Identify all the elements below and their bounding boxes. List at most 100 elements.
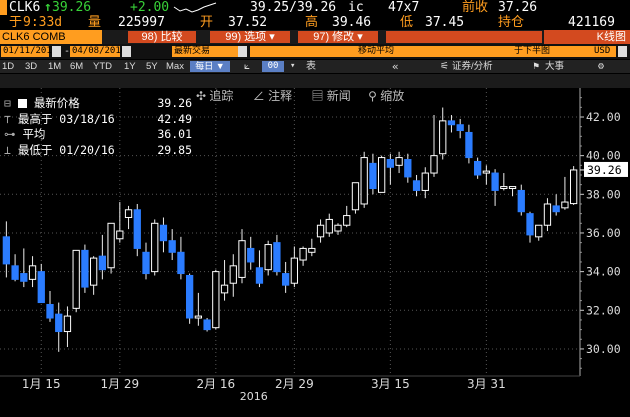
legend-label: 平均: [22, 127, 46, 142]
candle-body: [395, 157, 403, 166]
low-label: 低: [400, 15, 414, 30]
legend-row-last: ⊟ 最新价格 39.26: [4, 96, 194, 112]
candle-body: [151, 222, 159, 273]
dropdown-icon[interactable]: [238, 46, 247, 57]
chart-tool-bar: ✣ 追踪 ∠ 注释 ▤ 新闻 ⚲ 缩放: [196, 88, 404, 104]
dropdown-icon[interactable]: [618, 46, 627, 57]
x-tick-label: 2月 16: [196, 377, 235, 391]
candle-body: [325, 218, 333, 234]
moving-average-field[interactable]: 移动平均 于下半图: [250, 46, 594, 57]
chevron-down-icon: ▾: [269, 31, 275, 43]
range-button-max[interactable]: Max: [166, 61, 184, 72]
legend-value: 29.85: [157, 142, 192, 157]
blank-toolbar-slot: [386, 31, 542, 43]
analysis-button[interactable]: 证券/分析: [452, 61, 493, 72]
candle-body: [247, 247, 255, 263]
price-legend: ⊟ 最新价格 39.26 ⊤ 最高于 03/18/16 42.49 ⊶ 平均 3…: [4, 96, 194, 158]
bid-ask-suffix: ic: [348, 0, 364, 15]
collapse-icon[interactable]: «: [392, 60, 399, 73]
candle-body: [290, 257, 299, 284]
volume-label: 量: [88, 15, 102, 30]
events-button[interactable]: 大事: [545, 61, 565, 72]
open-label: 开: [200, 15, 214, 30]
candle-body: [316, 224, 325, 238]
range-button-6m[interactable]: 6M: [70, 61, 84, 72]
start-date-field[interactable]: 01/11/2016: [1, 46, 58, 57]
candle-body: [482, 170, 491, 174]
security-field[interactable]: CLK6 COMB Comdty: [0, 30, 102, 57]
range-button-5y[interactable]: 5Y: [146, 61, 158, 72]
candle-body: [203, 319, 211, 331]
chart-type-label[interactable]: K线图: [544, 30, 630, 44]
candle-body: [2, 236, 11, 265]
candle-body: [421, 172, 429, 191]
legend-value: 39.26: [157, 96, 192, 110]
options-button[interactable]: 99) 选项 ▾: [210, 31, 290, 43]
range-button-3d[interactable]: 3D: [25, 61, 38, 72]
legend-connector-icon: ⊤: [4, 111, 11, 126]
last-price-tag: [584, 161, 628, 177]
news-icon[interactable]: ▤: [311, 89, 327, 103]
line-tool-icon[interactable]: ⟀: [244, 61, 250, 72]
zoom-field[interactable]: 00: [262, 61, 284, 72]
open-price: 37.52: [228, 15, 268, 30]
candle-body: [343, 215, 351, 226]
candle-body: [168, 240, 176, 253]
zoom-button[interactable]: 缩放: [380, 89, 405, 103]
candle-body: [107, 222, 115, 269]
candle-body: [500, 186, 508, 190]
flag-icon[interactable]: ⚑: [533, 61, 540, 72]
legend-row-low: ⊥ 最低于 01/20/16 29.85: [4, 143, 194, 159]
candle-body: [386, 159, 395, 168]
ticker-symbol[interactable]: CLK6: [9, 0, 41, 15]
x-tick-label: 3月 15: [371, 377, 410, 391]
y-tick-label: 40.00: [586, 149, 621, 163]
range-button-1m[interactable]: 1M: [48, 61, 62, 72]
legend-value: 36.01: [157, 127, 192, 142]
analysis-icon[interactable]: ⚟: [440, 61, 449, 72]
candle-body: [159, 224, 168, 242]
currency-field[interactable]: USD: [592, 46, 616, 57]
date-range-bar: 01/11/2016 - 04/08/2016 最新交易 移动平均 于下半图 U…: [0, 44, 630, 59]
date-range-dash: -: [64, 46, 71, 57]
track-button[interactable]: 追踪: [209, 89, 234, 103]
y-tick-label: 38.00: [586, 187, 621, 201]
interval-selector[interactable]: 每日 ▼: [190, 61, 230, 72]
range-button-bar: 每日 ▼ ⟀ 00 ▾ 表 « ⚟ 证券/分析 ⚑ 大事 ⚙ 1D 3D 1M 6M Y…: [0, 60, 630, 73]
dropdown-icon[interactable]: ▾: [290, 61, 296, 71]
edit-button[interactable]: 97) 修改 ▾: [298, 31, 378, 43]
table-button[interactable]: 表: [306, 61, 316, 72]
annotate-icon[interactable]: ∠: [252, 89, 269, 103]
last-price-tag-label: 39.26: [587, 163, 622, 177]
end-date-field[interactable]: 04/08/2016: [70, 46, 127, 57]
news-button[interactable]: 新闻: [326, 89, 351, 103]
candle-body: [55, 313, 63, 333]
legend-label: 最新价格: [33, 96, 80, 110]
price-chart[interactable]: 1月 15 1月 29 2月 16 2月 29 3月 15 3月 31 2016 30.00 3…: [0, 88, 630, 417]
candle-body: [473, 160, 482, 176]
candle-body: [447, 120, 456, 126]
candle-body: [552, 205, 560, 213]
candle-body: [561, 201, 569, 209]
annotate-button[interactable]: 注释: [268, 89, 293, 103]
x-tick-label: 1月 29: [100, 377, 139, 391]
range-button-ytd[interactable]: YTD: [93, 61, 112, 72]
range-button-1d[interactable]: 1D: [2, 61, 15, 72]
y-tick-label: 36.00: [586, 226, 621, 240]
quote-time: 9:33d: [23, 15, 63, 30]
compare-button[interactable]: 98) 比较: [128, 31, 196, 43]
gear-icon[interactable]: ⚙: [598, 61, 605, 72]
legend-label: 最高于 03/18/16: [17, 111, 115, 126]
crosshair-icon[interactable]: ✣: [196, 89, 210, 103]
candle-body: [465, 131, 473, 159]
candle-body: [351, 182, 360, 211]
zoom-icon[interactable]: ⚲: [368, 89, 381, 103]
candle-body: [46, 303, 54, 319]
period-field[interactable]: 最新交易: [172, 46, 240, 57]
range-button-1y[interactable]: 1Y: [124, 61, 136, 72]
calendar-icon[interactable]: [52, 46, 61, 57]
candle-body: [281, 273, 290, 286]
calendar-icon[interactable]: [122, 46, 131, 57]
low-price: 37.45: [425, 15, 465, 30]
candle-body: [28, 265, 37, 280]
